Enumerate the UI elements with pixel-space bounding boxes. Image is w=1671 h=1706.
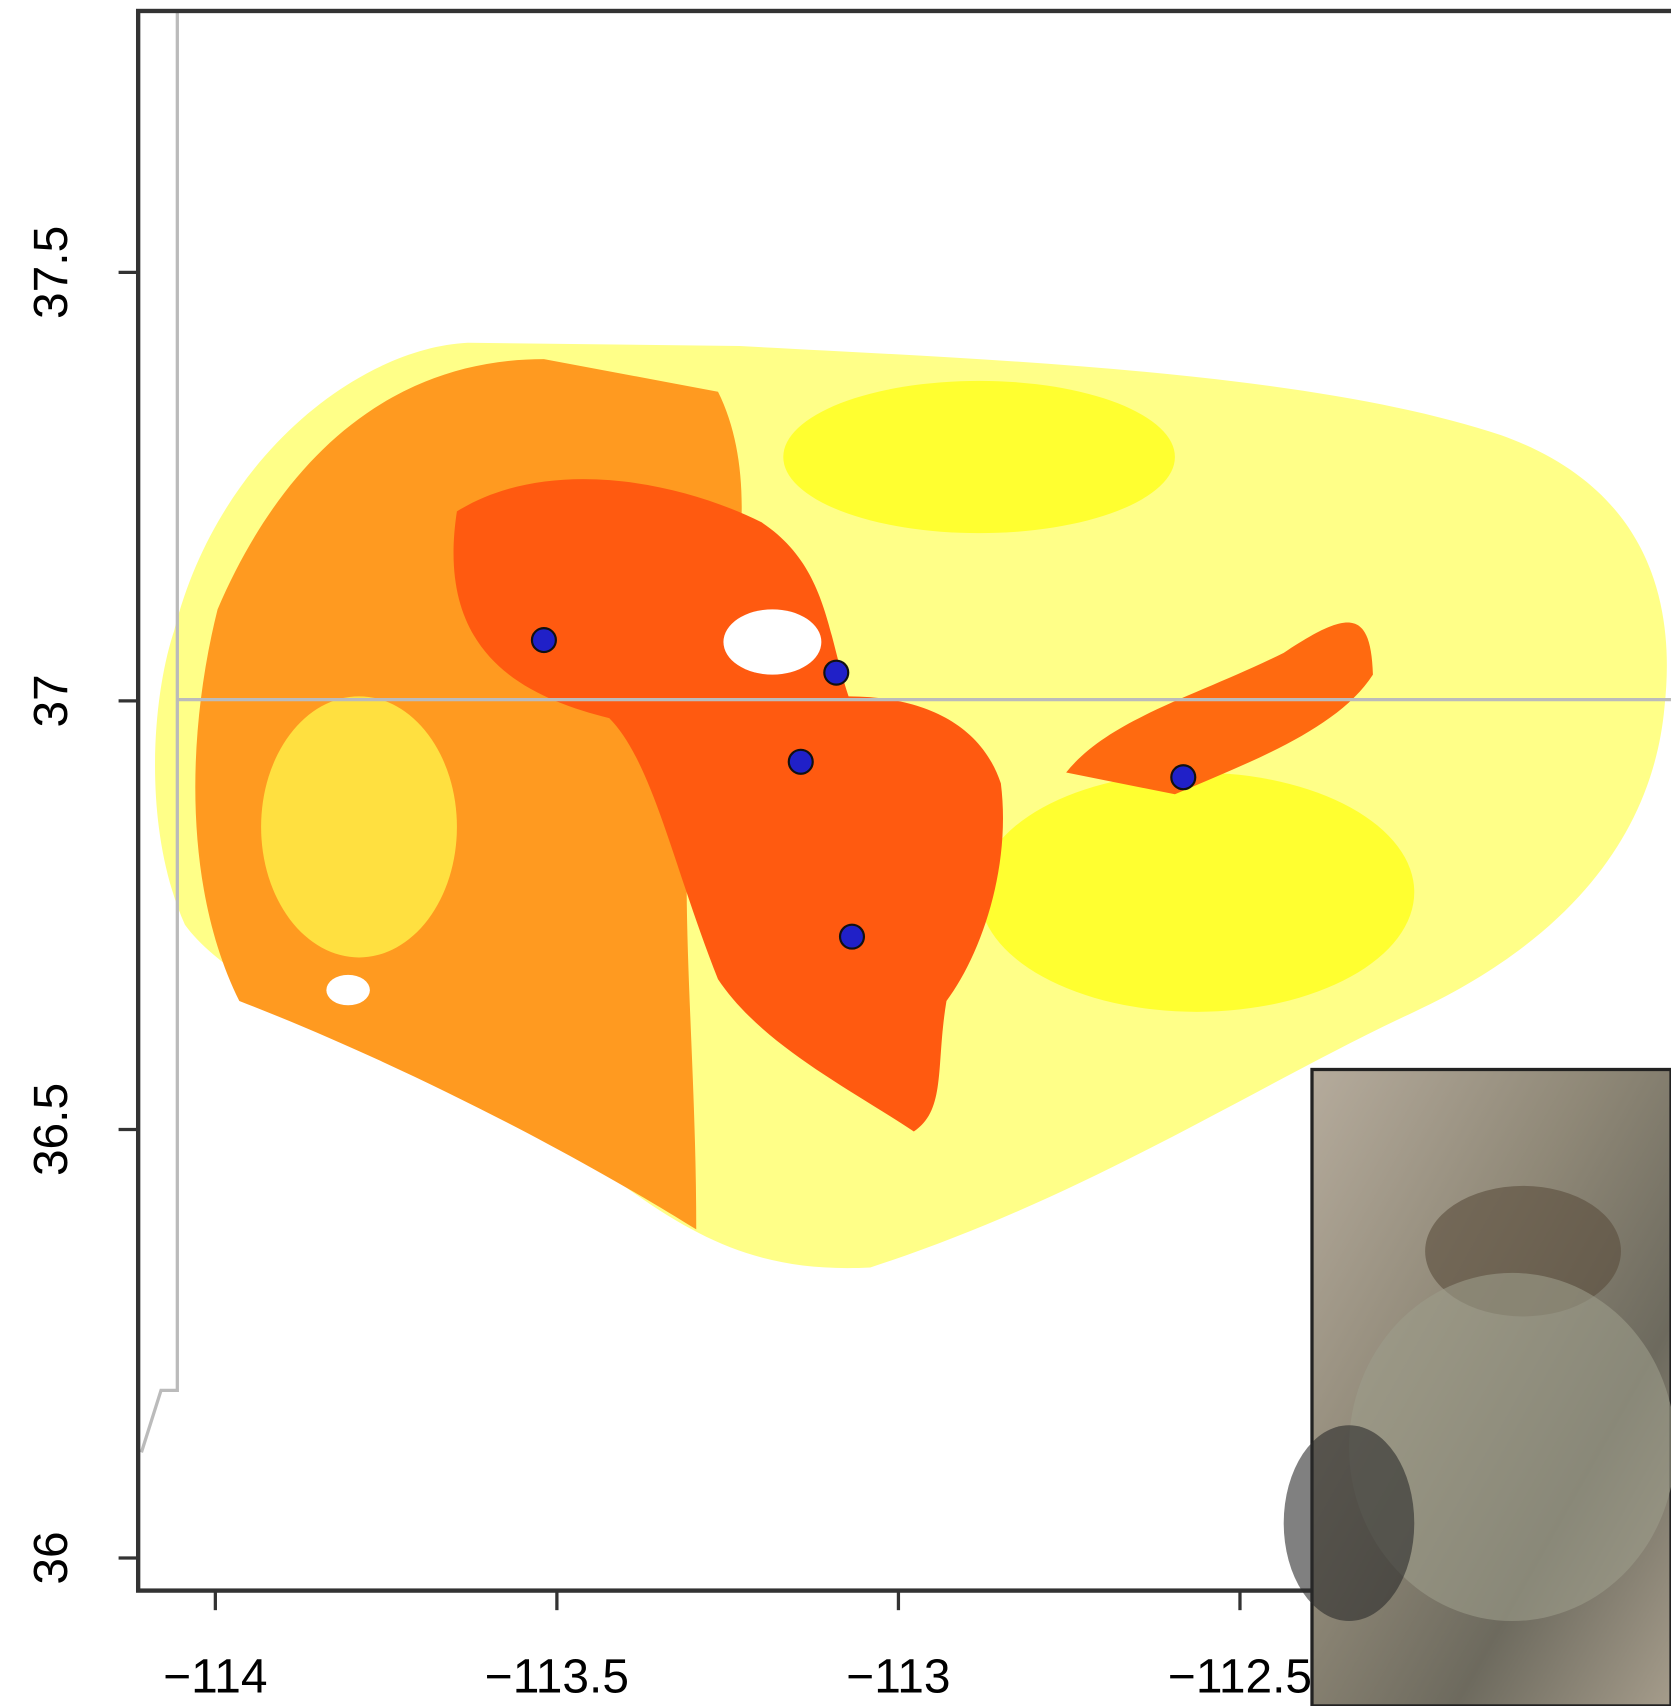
occurrence-point (840, 925, 864, 949)
x-tick-label: −112.5 (1168, 1650, 1312, 1703)
occurrence-point (789, 750, 813, 774)
no-data (326, 975, 370, 1005)
inset-photo (1284, 1069, 1671, 1705)
page: −114−113.5−113−112.53636.53737.5 (() => … (0, 0, 1671, 1706)
suitability-mid (979, 772, 1414, 1011)
occurrence-point (824, 661, 848, 685)
photo-detail (1284, 1425, 1415, 1621)
y-tick-label: 36 (25, 1531, 78, 1584)
map-chart: −114 −113.5 −113 −112.5 36 36.5 37 37.5 (0, 0, 1671, 1706)
y-tick-label: 36.5 (25, 1083, 78, 1176)
x-tick-label: −113 (846, 1650, 950, 1703)
y-tick-label: 37 (25, 674, 78, 727)
suitability-mid (261, 696, 457, 957)
x-tick-label: −113.5 (485, 1650, 629, 1703)
x-tick-label: −114 (163, 1650, 267, 1703)
occurrence-point (1171, 765, 1195, 789)
suitability-mid (783, 381, 1175, 533)
y-tick-label: 37.5 (25, 226, 78, 319)
no-data (723, 609, 821, 674)
occurrence-point (532, 628, 556, 652)
